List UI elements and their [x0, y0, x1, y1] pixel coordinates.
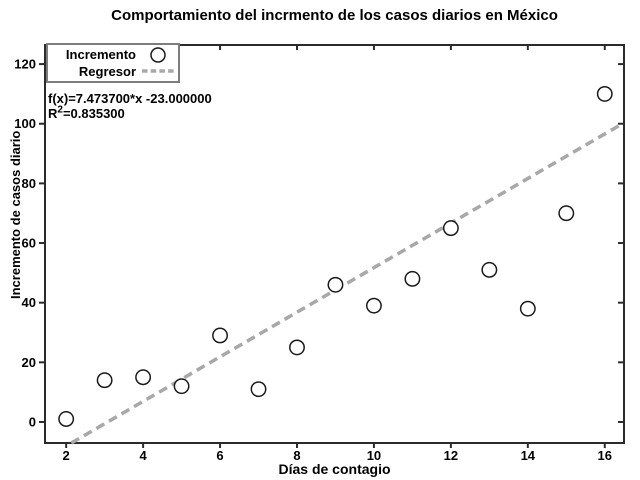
x-tick-label: 14	[521, 448, 536, 463]
data-point	[96, 372, 113, 389]
legend-entry-incremento: Incremento	[52, 46, 174, 64]
r-squared-value: =0.835300	[62, 106, 125, 121]
data-point	[481, 261, 498, 278]
legend-label-regresor: Regresor	[78, 63, 136, 79]
x-tick-label: 8	[293, 448, 300, 463]
data-point	[250, 381, 267, 398]
y-axis-label: Incremento de casos diario	[8, 130, 23, 300]
circle-marker-icon	[142, 46, 174, 64]
data-point	[135, 369, 152, 386]
y-tick-label: 80	[22, 176, 36, 191]
data-point	[365, 297, 382, 314]
x-tick-label: 6	[216, 448, 223, 463]
y-tick-label: 60	[22, 236, 36, 251]
data-point	[289, 339, 305, 356]
fit-annotation: f(x)=7.473700*x -23.000000 R2=0.835300	[48, 91, 212, 121]
fit-equation: f(x)=7.473700*x -23.000000	[48, 91, 212, 106]
regression-line	[70, 123, 621, 445]
x-axis-label: Días de contagio	[278, 461, 391, 477]
r-squared-base: R	[48, 106, 58, 121]
legend-dash-swatch	[142, 69, 174, 74]
x-tick-label: 4	[139, 448, 147, 463]
data-point	[519, 300, 536, 317]
x-tick-label: 10	[367, 448, 381, 463]
legend-label-incremento: Incremento	[65, 47, 136, 63]
dashed-line-marker-icon	[142, 67, 174, 75]
data-point	[442, 220, 459, 237]
x-tick-label: 12	[444, 448, 458, 463]
data-point	[58, 411, 75, 427]
fit-r-squared: R2=0.835300	[48, 104, 212, 121]
y-tick-label: 120	[14, 57, 36, 72]
data-point	[404, 270, 421, 287]
y-tick-label: 0	[29, 414, 36, 429]
x-tick-label: 16	[598, 448, 612, 463]
r-squared-exponent: 2	[57, 104, 63, 116]
legend-circle-swatch	[150, 46, 166, 63]
data-point	[173, 378, 190, 395]
chart-title: Comportamiento del incrmento de los caso…	[111, 7, 558, 24]
data-point	[596, 85, 613, 102]
y-tick-label: 100	[14, 116, 36, 131]
y-tick-label: 40	[22, 295, 36, 310]
data-point	[212, 327, 228, 344]
data-point	[558, 205, 575, 222]
legend-entry-regresor: Regresor	[52, 63, 174, 79]
y-tick-label: 20	[22, 355, 36, 370]
legend: Incremento Regresor	[46, 43, 180, 83]
data-point	[327, 276, 344, 293]
x-tick-label: 2	[63, 448, 70, 463]
